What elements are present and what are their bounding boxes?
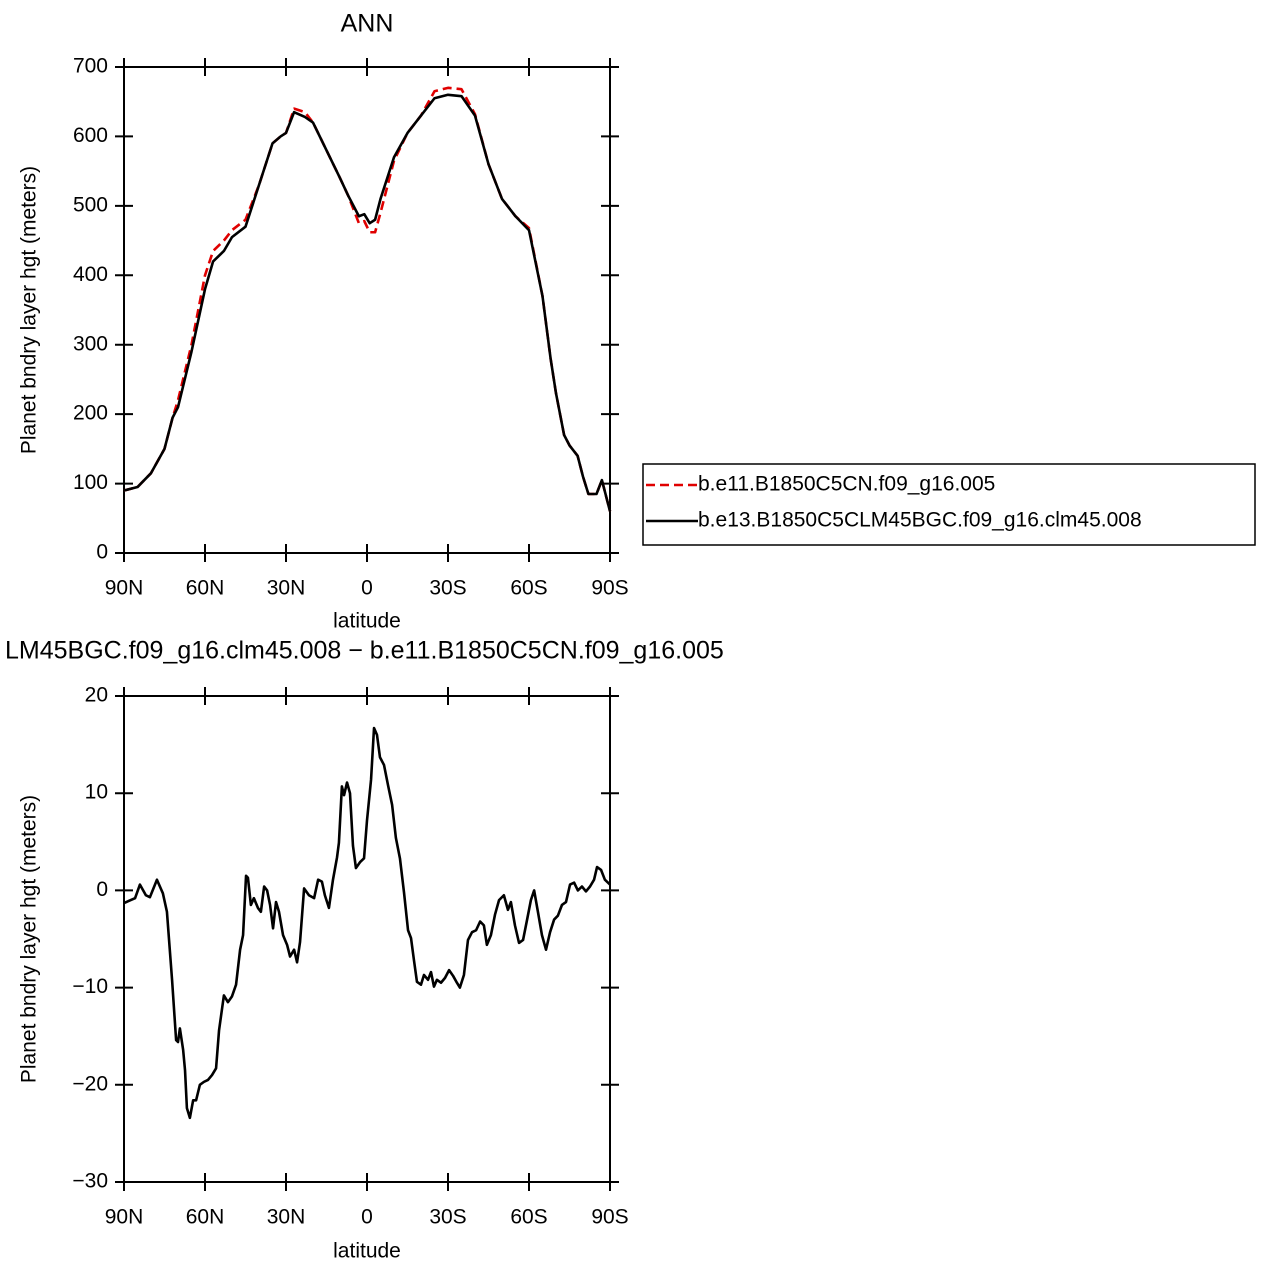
- y-tick-label: 600: [73, 124, 108, 147]
- x-tick-label: 90S: [591, 577, 628, 600]
- legend-box: [642, 463, 1256, 546]
- chart-title: ANN: [341, 10, 394, 38]
- y-axis-label: Planet bndry layer hgt (meters): [18, 166, 41, 454]
- x-tick-label: 90S: [591, 1206, 628, 1229]
- y-tick-label: 300: [73, 332, 108, 355]
- x-tick-label: 30S: [429, 1206, 466, 1229]
- y-tick-label: 10: [85, 781, 108, 804]
- y-tick-label: 0: [96, 878, 108, 901]
- plot-frame: [123, 66, 611, 554]
- y-tick-label: 500: [73, 193, 108, 216]
- y-tick-label: −10: [72, 975, 108, 998]
- x-tick-label: 60S: [510, 577, 547, 600]
- x-tick-label: 0: [361, 577, 373, 600]
- x-tick-label: 30N: [267, 577, 306, 600]
- x-axis-label: latitude: [333, 1240, 401, 1263]
- x-tick-label: 90N: [105, 1206, 144, 1229]
- y-tick-label: 100: [73, 471, 108, 494]
- x-tick-label: 0: [361, 1206, 373, 1229]
- legend-label: b.e13.B1850C5CLM45BGC.f09_g16.clm45.008: [698, 509, 1142, 532]
- series-line: [123, 86, 612, 512]
- x-tick-label: 30N: [267, 1206, 306, 1229]
- legend-label: b.e11.B1850C5CN.f09_g16.005: [698, 473, 995, 496]
- y-tick-label: 200: [73, 402, 108, 425]
- x-tick-label: 60S: [510, 1206, 547, 1229]
- y-tick-label: −20: [72, 1072, 108, 1095]
- y-tick-label: 700: [73, 55, 108, 78]
- x-tick-label: 30S: [429, 577, 466, 600]
- x-tick-label: 90N: [105, 577, 144, 600]
- x-axis-label: latitude: [333, 610, 401, 633]
- y-axis-label: Planet bndry layer hgt (meters): [18, 795, 41, 1083]
- y-tick-label: 400: [73, 263, 108, 286]
- series-line: [123, 726, 611, 1120]
- plot-frame: [123, 695, 611, 1183]
- chart-title: LM45BGC.f09_g16.clm45.008 − b.e11.B1850C…: [5, 637, 724, 665]
- y-tick-label: 0: [96, 541, 108, 564]
- series-line: [123, 93, 612, 512]
- x-tick-label: 60N: [186, 1206, 225, 1229]
- y-tick-label: −30: [72, 1170, 108, 1193]
- y-tick-label: 20: [85, 684, 108, 707]
- x-tick-label: 60N: [186, 577, 225, 600]
